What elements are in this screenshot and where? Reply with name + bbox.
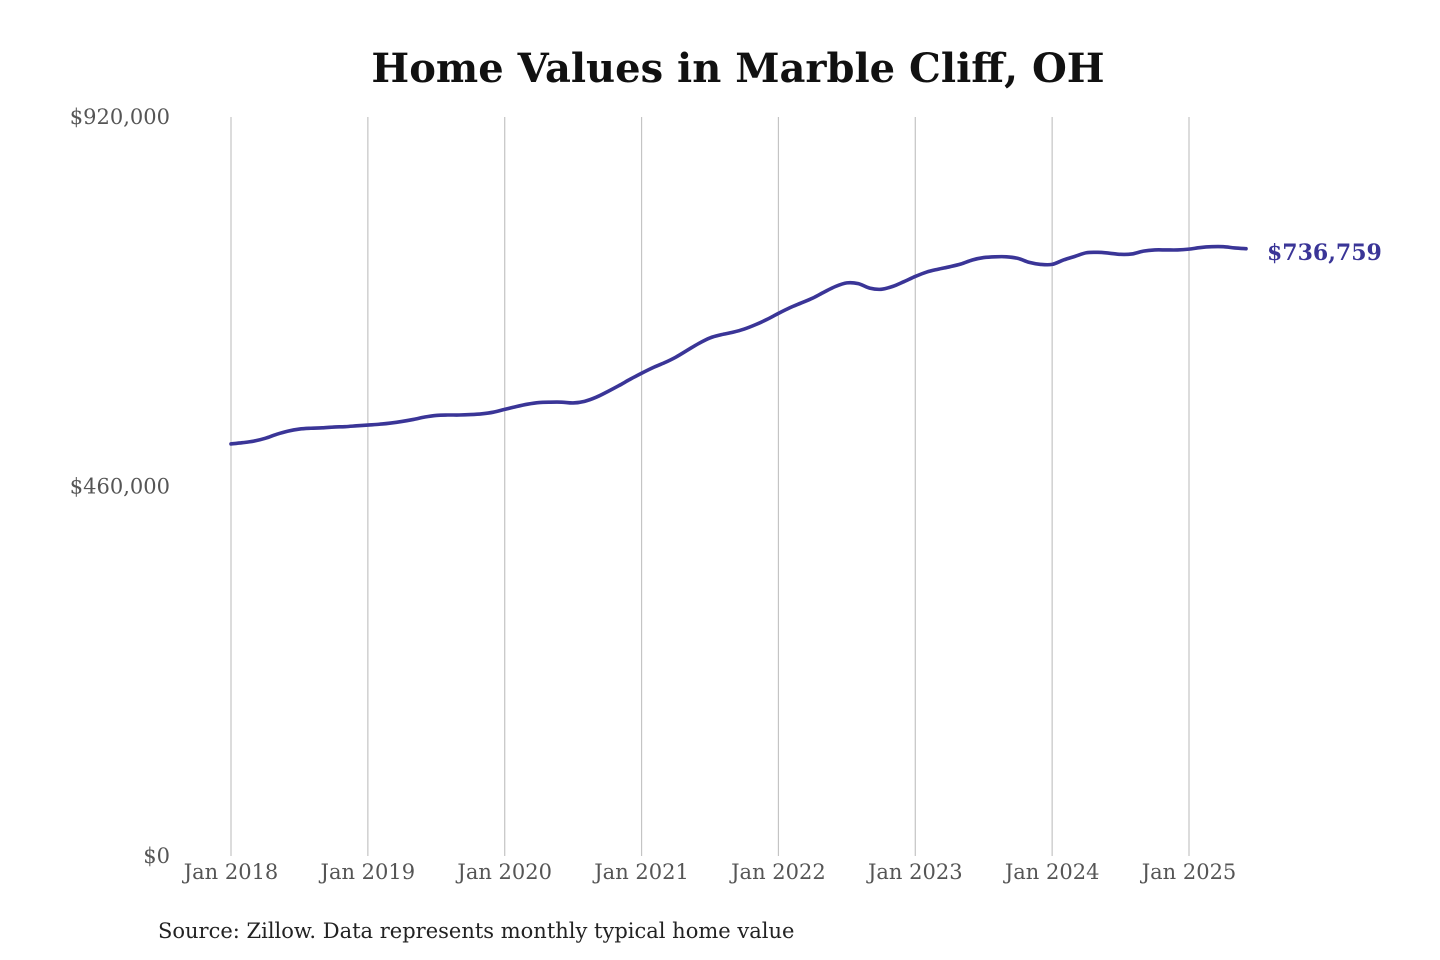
series-lines [229, 244, 1248, 446]
series-line [229, 244, 1248, 446]
x-tick-label: Jan 2022 [729, 860, 826, 884]
y-tick-label: $460,000 [70, 475, 170, 499]
x-tick-label: Jan 2024 [1003, 860, 1100, 884]
x-tick-label: Jan 2021 [592, 860, 689, 884]
x-tick-label: Jan 2020 [455, 860, 552, 884]
x-axis-tick-labels: Jan 2018 Jan 2019 Jan 2020 Jan 2021 Jan 2022… [182, 860, 1237, 884]
last-value-label: $736,759 [1267, 240, 1382, 266]
x-tick-label: Jan 2019 [319, 860, 416, 884]
vertical-gridlines [230, 117, 1190, 856]
chart-title: Home Values in Marble Cliff, OH [371, 45, 1104, 92]
x-tick-label: Jan 2025 [1140, 860, 1237, 884]
x-tick-label: Jan 2018 [182, 860, 279, 884]
y-tick-label: $920,000 [70, 105, 170, 129]
x-tick-label: Jan 2023 [866, 860, 963, 884]
source-note: Source: Zillow. Data represents monthly … [158, 919, 794, 943]
y-axis-tick-labels: $0 $460,000 $920,000 [70, 105, 170, 868]
y-tick-label: $0 [143, 844, 170, 868]
